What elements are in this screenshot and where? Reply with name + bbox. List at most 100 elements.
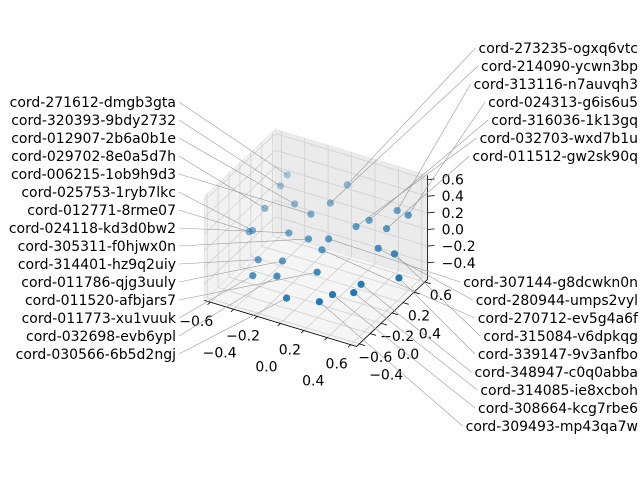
label-leader-line <box>178 191 253 231</box>
y-tick <box>391 312 399 316</box>
y-tick <box>359 343 366 347</box>
y-tick <box>424 281 431 285</box>
label-leader-lines <box>178 47 489 427</box>
y-tick-label: −0.4 <box>369 368 403 384</box>
y-tick-label: −0.2 <box>380 329 414 345</box>
data-point-label: cord-339147-9v3anfbo <box>478 347 638 363</box>
z-tick-label: 0.0 <box>442 222 464 238</box>
data-point <box>315 298 324 306</box>
x-tick <box>230 308 234 313</box>
data-point <box>249 272 257 280</box>
x-tick-label: −0.2 <box>226 328 260 344</box>
label-leader-line <box>178 101 288 176</box>
z-tick-label: −0.2 <box>442 239 476 255</box>
label-leader-line <box>398 277 476 355</box>
label-leader-line <box>178 227 289 234</box>
data-point <box>318 246 326 254</box>
data-point <box>307 210 315 218</box>
grid-line-z <box>204 133 276 201</box>
data-point <box>276 182 285 190</box>
data-point-label: cord-011512-gw2sk90q <box>472 149 638 165</box>
label-leader-line <box>178 259 259 265</box>
data-point <box>382 225 391 233</box>
data-point <box>393 206 401 215</box>
y-tick-label: 0.2 <box>408 309 430 325</box>
data-point-label: cord-030566-6b5d2ngj <box>16 347 176 363</box>
data-point <box>313 268 321 276</box>
grid-line-y <box>239 266 393 314</box>
data-point-label: cord-308664-kcg7rbe6 <box>478 401 638 417</box>
data-point <box>261 204 269 212</box>
grid-line-z <box>275 183 428 230</box>
x-tick <box>347 344 351 348</box>
z-tick <box>427 245 435 247</box>
y-tick-label: −0.6 <box>358 350 392 366</box>
z-tick-label: −0.4 <box>442 256 476 272</box>
data-point-label: cord-024118-kd3d0bw2 <box>9 221 176 237</box>
x-tick-label: −0.4 <box>203 345 237 361</box>
data-point <box>365 216 373 224</box>
label-leader-line <box>353 292 478 391</box>
data-point <box>395 274 403 282</box>
label-leader-line <box>394 253 481 337</box>
grid-line-y <box>217 287 371 334</box>
x-tick-label: 0.6 <box>326 357 348 373</box>
x-tick <box>300 330 305 334</box>
z-tick-label: 0.4 <box>442 189 464 205</box>
grid-line-z <box>275 199 428 247</box>
label-leader-line <box>407 101 486 216</box>
data-point-label: cord-270712-ev5g4a6f <box>478 311 639 327</box>
data-point <box>352 223 360 231</box>
label-leader-line <box>178 155 265 209</box>
z-tick <box>427 211 435 214</box>
x-tick <box>324 337 328 341</box>
x-tick <box>254 316 258 320</box>
grid-line-y <box>250 256 404 303</box>
data-point-label: cord-315084-v6dpkqg <box>483 329 638 345</box>
z-tick <box>427 195 435 197</box>
data-point <box>404 211 412 219</box>
label-leader-line <box>328 238 461 283</box>
label-leader-line <box>178 275 253 319</box>
x-tick <box>277 323 281 327</box>
y-tick <box>402 302 409 305</box>
grid-line-y <box>207 297 360 345</box>
data-point-label: cord-348947-c0q0abba <box>474 365 638 381</box>
label-leader-line <box>178 275 278 337</box>
data-point-label: cord-011773-xu1vuuk <box>22 311 177 327</box>
y-tick <box>381 322 388 326</box>
x-tick-label: 0.4 <box>302 374 324 390</box>
label-leader-line <box>178 238 309 247</box>
grid-line-z <box>204 149 276 218</box>
data-point <box>282 294 291 302</box>
data-point <box>254 256 262 264</box>
label-leader-line <box>178 137 295 205</box>
data-point-label: cord-309493-mp43qa7w <box>466 419 638 435</box>
grid-line-y <box>272 235 425 283</box>
label-leader-line <box>178 271 318 301</box>
data-point <box>325 235 333 243</box>
data-point-label: cord-313116-n7auvqh3 <box>474 77 638 93</box>
z-tick <box>427 178 435 180</box>
z-tick <box>427 261 435 264</box>
x-tick-label: 0.2 <box>279 343 301 359</box>
label-leader-line <box>332 294 476 409</box>
grid-line-z <box>204 166 276 235</box>
data-point-label: cord-273235-ogxq6vtc <box>479 41 638 57</box>
label-leader-line <box>386 155 470 229</box>
label-leader-line <box>178 173 312 215</box>
label-leader-line <box>330 65 479 204</box>
y-tick-label: 0.6 <box>430 288 452 304</box>
data-point <box>273 272 281 280</box>
grid-line-z <box>275 149 428 197</box>
label-leader-line <box>360 284 472 373</box>
label-leader-line <box>396 83 471 211</box>
data-point-label: cord-011520-afbjars7 <box>25 293 176 309</box>
data-point-label: cord-307144-g8dcwkn0n <box>463 275 638 291</box>
data-point-label: cord-011786-qjg3uuly <box>21 275 176 291</box>
data-point-label: cord-314401-hz9q2uiy <box>18 257 176 273</box>
data-point-label: cord-025753-1ryb7lkc <box>21 185 176 201</box>
x-tick-label: 0.0 <box>255 359 277 375</box>
